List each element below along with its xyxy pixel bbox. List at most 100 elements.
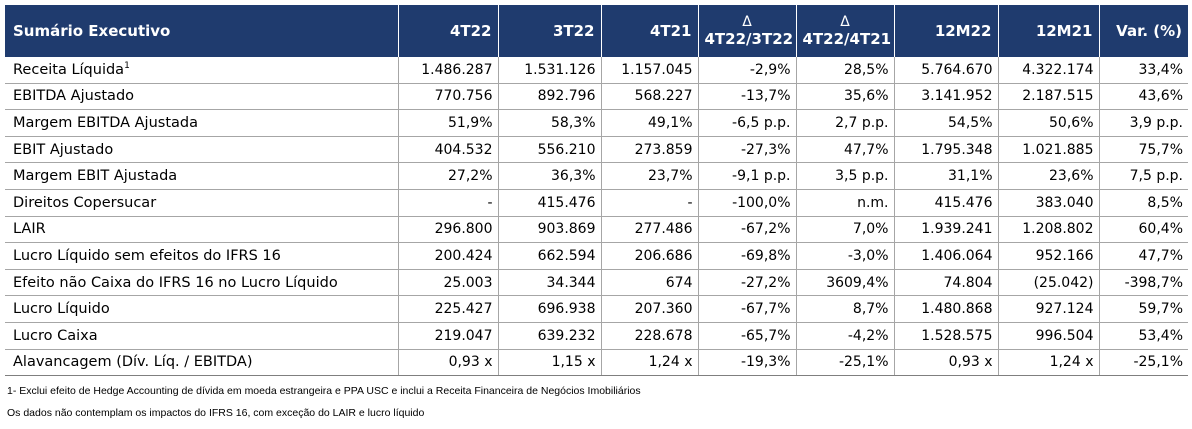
table-cell: -3,0% — [796, 242, 895, 270]
header-title: Sumário Executivo — [5, 5, 399, 57]
table-cell: 2,7 p.p. — [796, 109, 895, 137]
table-cell: -25,1% — [1099, 349, 1188, 377]
table-cell: 3609,4% — [796, 269, 895, 297]
header-delta-4t22-4t21: Δ 4T22/4T21 — [796, 5, 895, 57]
table-cell: 2.187.515 — [998, 83, 1100, 111]
table-cell: 28,5% — [796, 57, 895, 84]
row-label-text: Receita Líquida — [13, 61, 125, 78]
table-cell: -2,9% — [698, 57, 797, 84]
table-cell: 207.360 — [601, 295, 699, 323]
table-cell: 1,24 x — [998, 349, 1100, 377]
table-cell: 0,93 x — [398, 349, 499, 377]
row-label: EBIT Ajustado — [5, 136, 399, 164]
row-label-text: EBITDA Ajustado — [13, 88, 135, 105]
row-label: Lucro Líquido sem efeitos do IFRS 16 — [5, 242, 399, 270]
table-row: Lucro Líquido 225.427 696.938 207.360 -67,7%… — [5, 295, 1188, 323]
table-cell: 383.040 — [998, 189, 1100, 217]
table-cell: -6,5 p.p. — [698, 109, 797, 137]
table-cell: -67,2% — [698, 216, 797, 244]
table-cell: -398,7% — [1099, 269, 1188, 297]
table-cell: 1.795.348 — [894, 136, 999, 164]
table-cell: -27,2% — [698, 269, 797, 297]
table-cell: 27,2% — [398, 162, 499, 190]
footnote-marker: 1 — [124, 60, 130, 71]
table-cell: 53,4% — [1099, 322, 1188, 350]
row-label-text: Margem EBITDA Ajustada — [13, 114, 198, 131]
table-cell: 54,5% — [894, 109, 999, 137]
table-cell: 49,1% — [601, 109, 699, 137]
table-cell: 277.486 — [601, 216, 699, 244]
table-cell: 273.859 — [601, 136, 699, 164]
summary-table-container: Sumário Executivo 4T22 3T22 4T21 Δ 4T22/… — [5, 5, 1188, 377]
row-label: Efeito não Caixa do IFRS 16 no Lucro Líq… — [5, 269, 399, 297]
row-label: Alavancagem (Dív. Líq. / EBITDA) — [5, 349, 399, 377]
table-cell: 35,6% — [796, 83, 895, 111]
table-cell: 58,3% — [498, 109, 602, 137]
table-cell: 59,7% — [1099, 295, 1188, 323]
table-cell: 568.227 — [601, 83, 699, 111]
table-cell: 1.406.064 — [894, 242, 999, 270]
table-cell: 892.796 — [498, 83, 602, 111]
row-label-text: Margem EBIT Ajustada — [13, 168, 178, 185]
table-cell: -9,1 p.p. — [698, 162, 797, 190]
footnotes: 1- Exclui efeito de Hedge Accounting de … — [7, 380, 641, 424]
row-label-text: Lucro Caixa — [13, 327, 98, 344]
row-label-text: Efeito não Caixa do IFRS 16 no Lucro Líq… — [13, 274, 338, 291]
executive-summary-table: Sumário Executivo 4T22 3T22 4T21 Δ 4T22/… — [5, 5, 1188, 377]
table-cell: 0,93 x — [894, 349, 999, 377]
table-cell: n.m. — [796, 189, 895, 217]
table-cell: 927.124 — [998, 295, 1100, 323]
header-4t21: 4T21 — [601, 5, 699, 57]
table-cell: 674 — [601, 269, 699, 297]
row-label: EBITDA Ajustado — [5, 83, 399, 111]
header-row: Sumário Executivo 4T22 3T22 4T21 Δ 4T22/… — [5, 5, 1188, 57]
table-cell: 75,7% — [1099, 136, 1188, 164]
row-label-text: Lucro Líquido — [13, 301, 110, 318]
table-cell: 952.166 — [998, 242, 1100, 270]
table-cell: 33,4% — [1099, 57, 1188, 84]
table-row: Margem EBITDA Ajustada 51,9% 58,3% 49,1% -6,… — [5, 109, 1188, 137]
table-cell: -69,8% — [698, 242, 797, 270]
table-cell: 415.476 — [498, 189, 602, 217]
row-label: Margem EBITDA Ajustada — [5, 109, 399, 137]
table-cell: 74.804 — [894, 269, 999, 297]
table-cell: 206.686 — [601, 242, 699, 270]
table-cell: 47,7% — [796, 136, 895, 164]
row-label-text: EBIT Ajustado — [13, 141, 114, 158]
table-cell: 23,6% — [998, 162, 1100, 190]
table-cell: 47,7% — [1099, 242, 1188, 270]
table-cell: 31,1% — [894, 162, 999, 190]
table-cell: 1.157.045 — [601, 57, 699, 84]
table-row: Margem EBIT Ajustada 27,2% 36,3% 23,7% -9,1 … — [5, 162, 1188, 190]
table-cell: 996.504 — [998, 322, 1100, 350]
table-cell: 5.764.670 — [894, 57, 999, 84]
table-cell: 200.424 — [398, 242, 499, 270]
footnote-1: 1- Exclui efeito de Hedge Accounting de … — [7, 385, 641, 397]
header-4t22: 4T22 — [398, 5, 499, 57]
table-cell: 225.427 — [398, 295, 499, 323]
table-row: Lucro Líquido sem efeitos do IFRS 16 200.… — [5, 242, 1188, 270]
delta-symbol: Δ — [742, 14, 752, 30]
table-cell: 8,7% — [796, 295, 895, 323]
table-row: LAIR 296.800 903.869 277.486 -67,2% 7,0% 1.939… — [5, 216, 1188, 244]
row-label: Margem EBIT Ajustada — [5, 162, 399, 190]
table-cell: 1.528.575 — [894, 322, 999, 350]
table-cell: 903.869 — [498, 216, 602, 244]
header-12m22: 12M22 — [894, 5, 999, 57]
table-cell: 50,6% — [998, 109, 1100, 137]
table-cell: 36,3% — [498, 162, 602, 190]
row-label-text: LAIR — [13, 221, 46, 238]
table-row: Direitos Copersucar -415.476- -100,0% n.m. 4… — [5, 189, 1188, 217]
table-cell: 3,9 p.p. — [1099, 109, 1188, 137]
table-row: Lucro Caixa 219.047 639.232 228.678 -65,7% -4… — [5, 322, 1188, 350]
table-cell: -65,7% — [698, 322, 797, 350]
table-cell: -25,1% — [796, 349, 895, 377]
table-cell: 34.344 — [498, 269, 602, 297]
delta-symbol: Δ — [840, 14, 850, 30]
table-cell: 662.594 — [498, 242, 602, 270]
table-cell: 296.800 — [398, 216, 499, 244]
table-cell: 1,24 x — [601, 349, 699, 377]
table-cell: 43,6% — [1099, 83, 1188, 111]
table-cell: 7,5 p.p. — [1099, 162, 1188, 190]
table-cell: 1.480.868 — [894, 295, 999, 323]
